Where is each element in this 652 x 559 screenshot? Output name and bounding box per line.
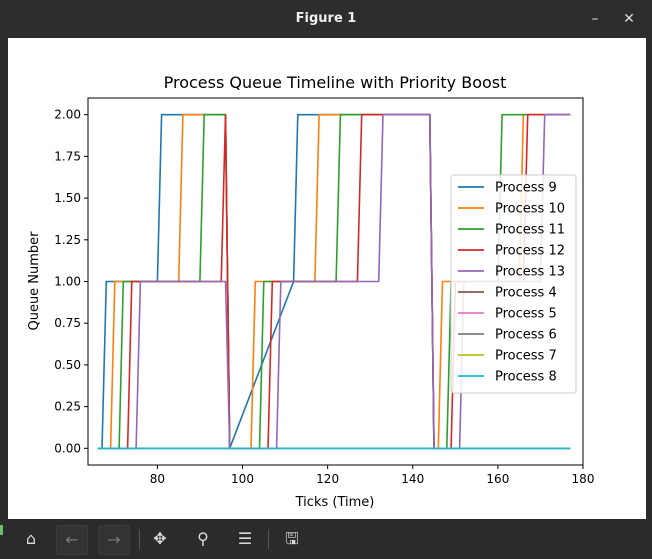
y-tick-label: 1.25 bbox=[54, 233, 81, 247]
y-tick-label: 2.00 bbox=[54, 108, 81, 122]
y-tick-label: 0.00 bbox=[54, 441, 81, 455]
legend-entry: Process 9 bbox=[495, 181, 557, 196]
window-title: Figure 1 bbox=[295, 11, 357, 26]
legend-entry: Process 4 bbox=[495, 286, 557, 301]
y-tick-label: 0.25 bbox=[54, 400, 81, 414]
y-tick-label: 0.50 bbox=[54, 358, 81, 372]
y-tick-label: 1.00 bbox=[54, 275, 81, 289]
x-axis-label: Ticks (Time) bbox=[295, 495, 375, 510]
home-icon[interactable]: ⌂ bbox=[25, 529, 37, 548]
y-tick-label: 1.50 bbox=[54, 191, 81, 205]
x-tick-label: 80 bbox=[150, 472, 165, 486]
legend-entry: Process 12 bbox=[495, 244, 565, 259]
pan-move-icon[interactable]: ✥ bbox=[153, 529, 167, 548]
chart-title: Process Queue Timeline with Priority Boo… bbox=[164, 73, 507, 92]
line-chart: Process Queue Timeline with Priority Boo… bbox=[27, 73, 595, 510]
close-button[interactable]: ✕ bbox=[623, 11, 635, 27]
legend-entry: Process 6 bbox=[495, 328, 557, 343]
x-axis-ticks: 80 100 120 140 160 180 bbox=[150, 465, 595, 486]
x-tick-label: 120 bbox=[316, 472, 339, 486]
legend-entry: Process 5 bbox=[495, 307, 557, 322]
x-tick-label: 140 bbox=[401, 472, 424, 486]
legend-entry: Process 13 bbox=[495, 265, 565, 280]
minimize-button[interactable]: – bbox=[591, 11, 599, 27]
y-axis-ticks: 0.00 0.25 0.50 0.75 1.00 1.25 1.50 1.75 2.00 bbox=[54, 108, 88, 455]
y-axis-label: Queue Number bbox=[27, 231, 42, 331]
legend: Process 9 Process 10 Process 11 Process 12 P… bbox=[450, 174, 577, 394]
navigation-toolbar: ⌂ ← → ✥ ⚲ ☰ 🖫 bbox=[0, 519, 652, 559]
figure-canvas[interactable]: Process Queue Timeline with Priority Boo… bbox=[8, 38, 646, 519]
y-tick-label: 0.75 bbox=[54, 316, 81, 330]
zoom-magnifier-icon[interactable]: ⚲ bbox=[197, 529, 209, 548]
title-bar[interactable]: Figure 1 – ✕ bbox=[0, 0, 652, 38]
back-arrow-icon[interactable]: ← bbox=[56, 525, 88, 555]
toolbar-separator bbox=[268, 529, 269, 549]
x-tick-label: 180 bbox=[572, 472, 595, 486]
x-tick-label: 160 bbox=[486, 472, 509, 486]
y-tick-label: 1.75 bbox=[54, 149, 81, 163]
legend-entry: Process 8 bbox=[495, 370, 557, 385]
legend-entry: Process 10 bbox=[495, 202, 565, 217]
legend-entry: Process 11 bbox=[495, 223, 565, 238]
save-floppy-icon[interactable]: 🖫 bbox=[285, 529, 299, 548]
legend-entry: Process 7 bbox=[495, 349, 557, 364]
terminal-edge-indicator bbox=[0, 525, 3, 535]
forward-arrow-icon[interactable]: → bbox=[98, 525, 130, 555]
toolbar-separator bbox=[139, 529, 140, 549]
subplot-config-icon[interactable]: ☰ bbox=[237, 529, 253, 548]
x-tick-label: 100 bbox=[231, 472, 254, 486]
